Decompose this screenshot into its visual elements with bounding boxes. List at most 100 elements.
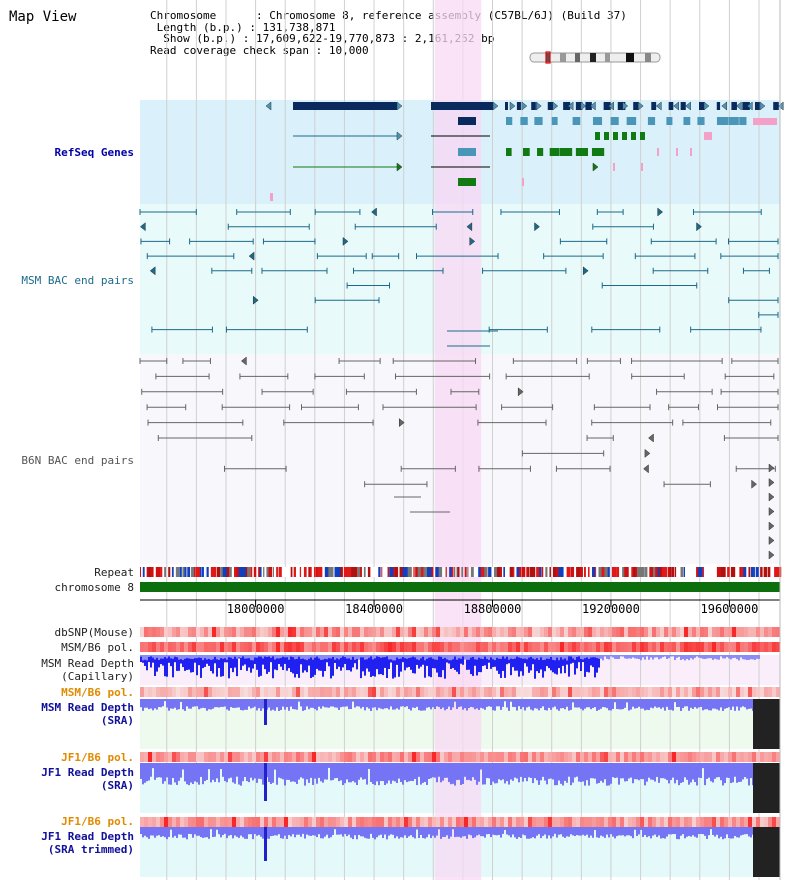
depth-bar bbox=[332, 827, 334, 835]
msm-pol-cell bbox=[176, 642, 180, 652]
depth-bar bbox=[576, 655, 578, 658]
jf1-pol-cell bbox=[676, 752, 680, 762]
label-line: JF1 Read Depth bbox=[41, 766, 134, 779]
msm-pol-cell bbox=[420, 642, 424, 652]
repeat-element bbox=[604, 567, 608, 577]
jf1-pol-cell bbox=[692, 817, 696, 827]
axis-tick-label: 19600000 bbox=[701, 602, 759, 616]
depth-bar bbox=[428, 699, 430, 708]
b6n-bac-end-icon bbox=[241, 356, 247, 366]
depth-bar bbox=[558, 699, 560, 711]
depth-bar bbox=[646, 827, 648, 838]
jf1-pol-cell bbox=[392, 752, 396, 762]
depth-bar bbox=[440, 827, 442, 839]
gene-block bbox=[666, 117, 673, 125]
depth-bar bbox=[346, 655, 348, 671]
depth-bar bbox=[232, 655, 234, 659]
depth-bar bbox=[336, 699, 338, 708]
repeat-element bbox=[601, 567, 607, 577]
msm-pol-cell bbox=[292, 687, 296, 697]
dbsnp-cell bbox=[536, 627, 540, 637]
jf1-pol-cell bbox=[204, 817, 208, 827]
depth-bar bbox=[252, 699, 254, 708]
msm-pol-cell bbox=[760, 687, 764, 697]
repeat-element bbox=[644, 567, 648, 577]
dbsnp-cell bbox=[372, 627, 376, 637]
repeat-element bbox=[652, 567, 656, 577]
repeat-element bbox=[357, 567, 362, 577]
dbsnp-cell bbox=[504, 627, 508, 637]
jf1-pol-cell bbox=[660, 752, 664, 762]
jf1-pol-cell bbox=[416, 817, 420, 827]
repeat-element bbox=[497, 567, 502, 577]
repeat-element bbox=[637, 567, 642, 577]
depth-bar bbox=[670, 827, 672, 835]
jf1-pol-cell bbox=[280, 752, 284, 762]
depth-bar bbox=[644, 827, 646, 835]
jf1-pol-cell bbox=[684, 752, 688, 762]
depth-bar bbox=[162, 699, 164, 707]
dbsnp-cell bbox=[584, 627, 588, 637]
msm-pol-cell bbox=[336, 687, 340, 697]
repeat-element bbox=[748, 567, 751, 577]
depth-bar bbox=[524, 763, 526, 778]
repeat-element bbox=[562, 567, 564, 577]
depth-bar bbox=[520, 763, 522, 777]
repeat-element bbox=[435, 567, 439, 577]
refseq-genes bbox=[265, 101, 784, 201]
depth-bar bbox=[470, 699, 472, 707]
depth-bar bbox=[728, 655, 730, 659]
repeat-element bbox=[732, 567, 737, 577]
msm-pol-cell bbox=[768, 687, 772, 697]
depth-bar bbox=[638, 763, 640, 781]
depth-bar bbox=[466, 655, 468, 670]
repeat-element bbox=[499, 567, 502, 577]
depth-bar bbox=[726, 655, 728, 658]
depth-bar bbox=[432, 699, 434, 708]
depth-bar bbox=[252, 763, 254, 781]
gene-block bbox=[603, 102, 611, 110]
depth-bar bbox=[284, 827, 286, 836]
msm-pol-cell bbox=[472, 687, 476, 697]
msm-pol-cell bbox=[448, 642, 452, 652]
repeat-element bbox=[541, 567, 544, 577]
depth-bar bbox=[234, 655, 236, 668]
depth-bar bbox=[576, 655, 578, 669]
depth-bar bbox=[244, 655, 246, 659]
depth-bar bbox=[468, 699, 470, 709]
jf1-pol-cell bbox=[608, 752, 612, 762]
depth-bar bbox=[574, 827, 576, 837]
dbsnp-cell bbox=[200, 627, 204, 637]
dbsnp-cell bbox=[376, 627, 380, 637]
depth-bar bbox=[212, 655, 214, 674]
depth-bar bbox=[462, 655, 464, 665]
depth-bar bbox=[354, 699, 356, 708]
depth-bar bbox=[704, 763, 706, 786]
repeat-element bbox=[309, 567, 312, 577]
msm-pol-cell bbox=[712, 642, 716, 652]
depth-bar bbox=[394, 699, 396, 710]
dbsnp-cell bbox=[316, 627, 320, 637]
depth-bar bbox=[504, 655, 506, 659]
jf1-pol-cell bbox=[664, 752, 668, 762]
depth-bar bbox=[562, 699, 564, 709]
depth-bar bbox=[208, 827, 210, 839]
jf1-pol-cell bbox=[472, 752, 476, 762]
msm-pol-cell bbox=[580, 642, 584, 652]
depth-bar bbox=[480, 763, 482, 770]
repeat-element bbox=[337, 567, 342, 577]
jf1-pol-cell bbox=[680, 752, 684, 762]
depth-bar bbox=[256, 655, 258, 658]
depth-bar bbox=[200, 699, 202, 709]
repeat-element bbox=[373, 567, 379, 577]
gene-strand-icon bbox=[777, 101, 784, 111]
depth-bar bbox=[728, 699, 730, 708]
depth-bar bbox=[424, 763, 426, 782]
repeat-element bbox=[470, 567, 475, 577]
depth-bar bbox=[688, 699, 690, 711]
dbsnp-cell bbox=[416, 627, 420, 637]
jf1-pol-cell bbox=[396, 752, 400, 762]
depth-bar bbox=[188, 655, 190, 659]
label-line: (SRA) bbox=[100, 779, 134, 792]
